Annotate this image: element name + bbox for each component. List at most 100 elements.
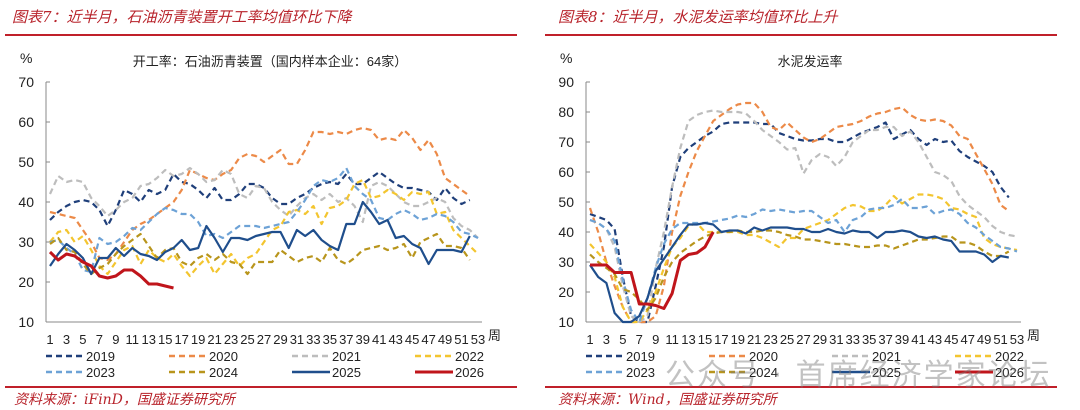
x-tick-label: 53 [471,332,485,347]
series-line-2020 [49,126,471,262]
x-tick-label: 51 [993,332,1007,347]
title-divider [545,34,1057,36]
series-line-2024 [49,232,471,276]
x-tick-label: 31 [829,332,843,347]
x-tick-label: 5 [619,332,626,347]
x-tick-label: 33 [846,332,860,347]
panel-cement: 图表8：近半月，水泥发运率均值环比上升 水泥发运率% 10 20 30 40 50 60 70… [540,0,1080,410]
series-line-2023 [49,166,479,274]
y-tick-label: 10 [18,314,34,330]
y-axis-unit: % [20,50,32,66]
x-tick-label: 35 [862,332,876,347]
legend-label-2020: 2020 [209,349,238,364]
x-tick-label: 51 [454,332,468,347]
y-tick-label: 60 [18,114,34,130]
series-line-2022 [589,193,1018,324]
x-tick-label: 39 [356,332,370,347]
x-tick-label: 39 [895,332,909,347]
x-tick-label: 9 [112,332,119,347]
x-tick-label: 25 [780,332,794,347]
legend-label-2025: 2025 [332,365,361,380]
series-line-2023 [589,197,1018,324]
x-tick-label: 21 [207,332,221,347]
figure-title: 图表8：近半月，水泥发运率均值环比上升 [558,8,838,26]
legend-label-2024: 2024 [749,365,778,380]
x-tick-label: 11 [126,332,140,347]
x-tick-label: 29 [813,332,827,347]
source-divider [545,386,1057,388]
y-tick-label: 30 [558,254,574,270]
x-tick-label: 5 [79,332,86,347]
legend-label-2026: 2026 [995,365,1024,380]
y-tick-label: 50 [558,194,574,210]
x-tick-label: 19 [191,332,205,347]
x-tick-label: 7 [636,332,643,347]
x-tick-label: 45 [944,332,958,347]
x-tick-label: 23 [224,332,238,347]
source-note: 资料来源：Wind，国盛证券研究所 [558,392,777,408]
y-tick-label: 10 [558,314,574,330]
x-tick-label: 43 [928,332,942,347]
series-line-2020 [588,101,1010,324]
legend-label-2019: 2019 [626,349,655,364]
watermark: 公众号 · 首席经济学家论坛 [665,358,1052,393]
x-tick-label: 13 [142,332,156,347]
series-line-2025 [49,200,471,276]
x-tick-label: 25 [240,332,254,347]
y-tick-label: 70 [18,74,34,90]
y-tick-label: 50 [18,154,34,170]
y-tick-label: 70 [558,134,574,150]
x-tick-label: 47 [421,332,435,347]
x-tick-label: 27 [796,332,810,347]
series-line-2026 [590,231,715,310]
series-line-2026 [48,250,174,290]
legend-label-2022: 2022 [995,349,1024,364]
series-line-2019 [49,170,471,228]
legend-label-2023: 2023 [626,365,655,380]
title-divider [5,34,517,36]
x-tick-label: 47 [960,332,974,347]
x-tick-label: 53 [1010,332,1024,347]
x-tick-label: 23 [763,332,777,347]
y-tick-label: 40 [558,224,574,240]
x-tick-label: 41 [372,332,386,347]
x-tick-label: 45 [405,332,419,347]
series-line-2022 [49,178,479,278]
y-tick-label: 30 [18,234,34,250]
series-line-2025 [589,221,1009,324]
x-tick-label: 19 [731,332,745,347]
y-axis-unit: % [560,50,572,66]
legend-label-2019: 2019 [86,349,115,364]
chart-title: 水泥发运率 [777,54,842,69]
x-tick-label: 29 [273,332,287,347]
legend-label-2021: 2021 [332,349,361,364]
legend-label-2021: 2021 [872,349,901,364]
legend-label-2025: 2025 [872,365,901,380]
x-axis-unit: 周 [1027,328,1040,343]
figure-title: 图表7：近半月，石油沥青装置开工率均值环比下降 [12,8,352,26]
x-tick-label: 1 [586,332,593,347]
x-tick-label: 43 [388,332,402,347]
x-tick-label: 17 [174,332,188,347]
y-tick-label: 20 [18,274,34,290]
x-tick-label: 13 [681,332,695,347]
x-tick-label: 3 [603,332,610,347]
legend-label-2022: 2022 [455,349,484,364]
x-tick-label: 37 [339,332,353,347]
y-tick-label: 60 [558,164,574,180]
x-tick-label: 3 [63,332,70,347]
x-tick-label: 41 [911,332,925,347]
legend-label-2023: 2023 [86,365,115,380]
series-line-2021 [48,166,479,239]
chart-title: 开工率：石油沥青装置（国内样本企业：64家） [133,54,407,69]
x-tick-label: 7 [96,332,103,347]
source-divider [5,386,517,388]
legend-label-2026: 2026 [455,365,484,380]
y-tick-label: 20 [558,284,574,300]
y-tick-label: 40 [18,194,34,210]
x-tick-label: 9 [652,332,659,347]
x-tick-label: 15 [698,332,712,347]
x-tick-label: 1 [46,332,53,347]
